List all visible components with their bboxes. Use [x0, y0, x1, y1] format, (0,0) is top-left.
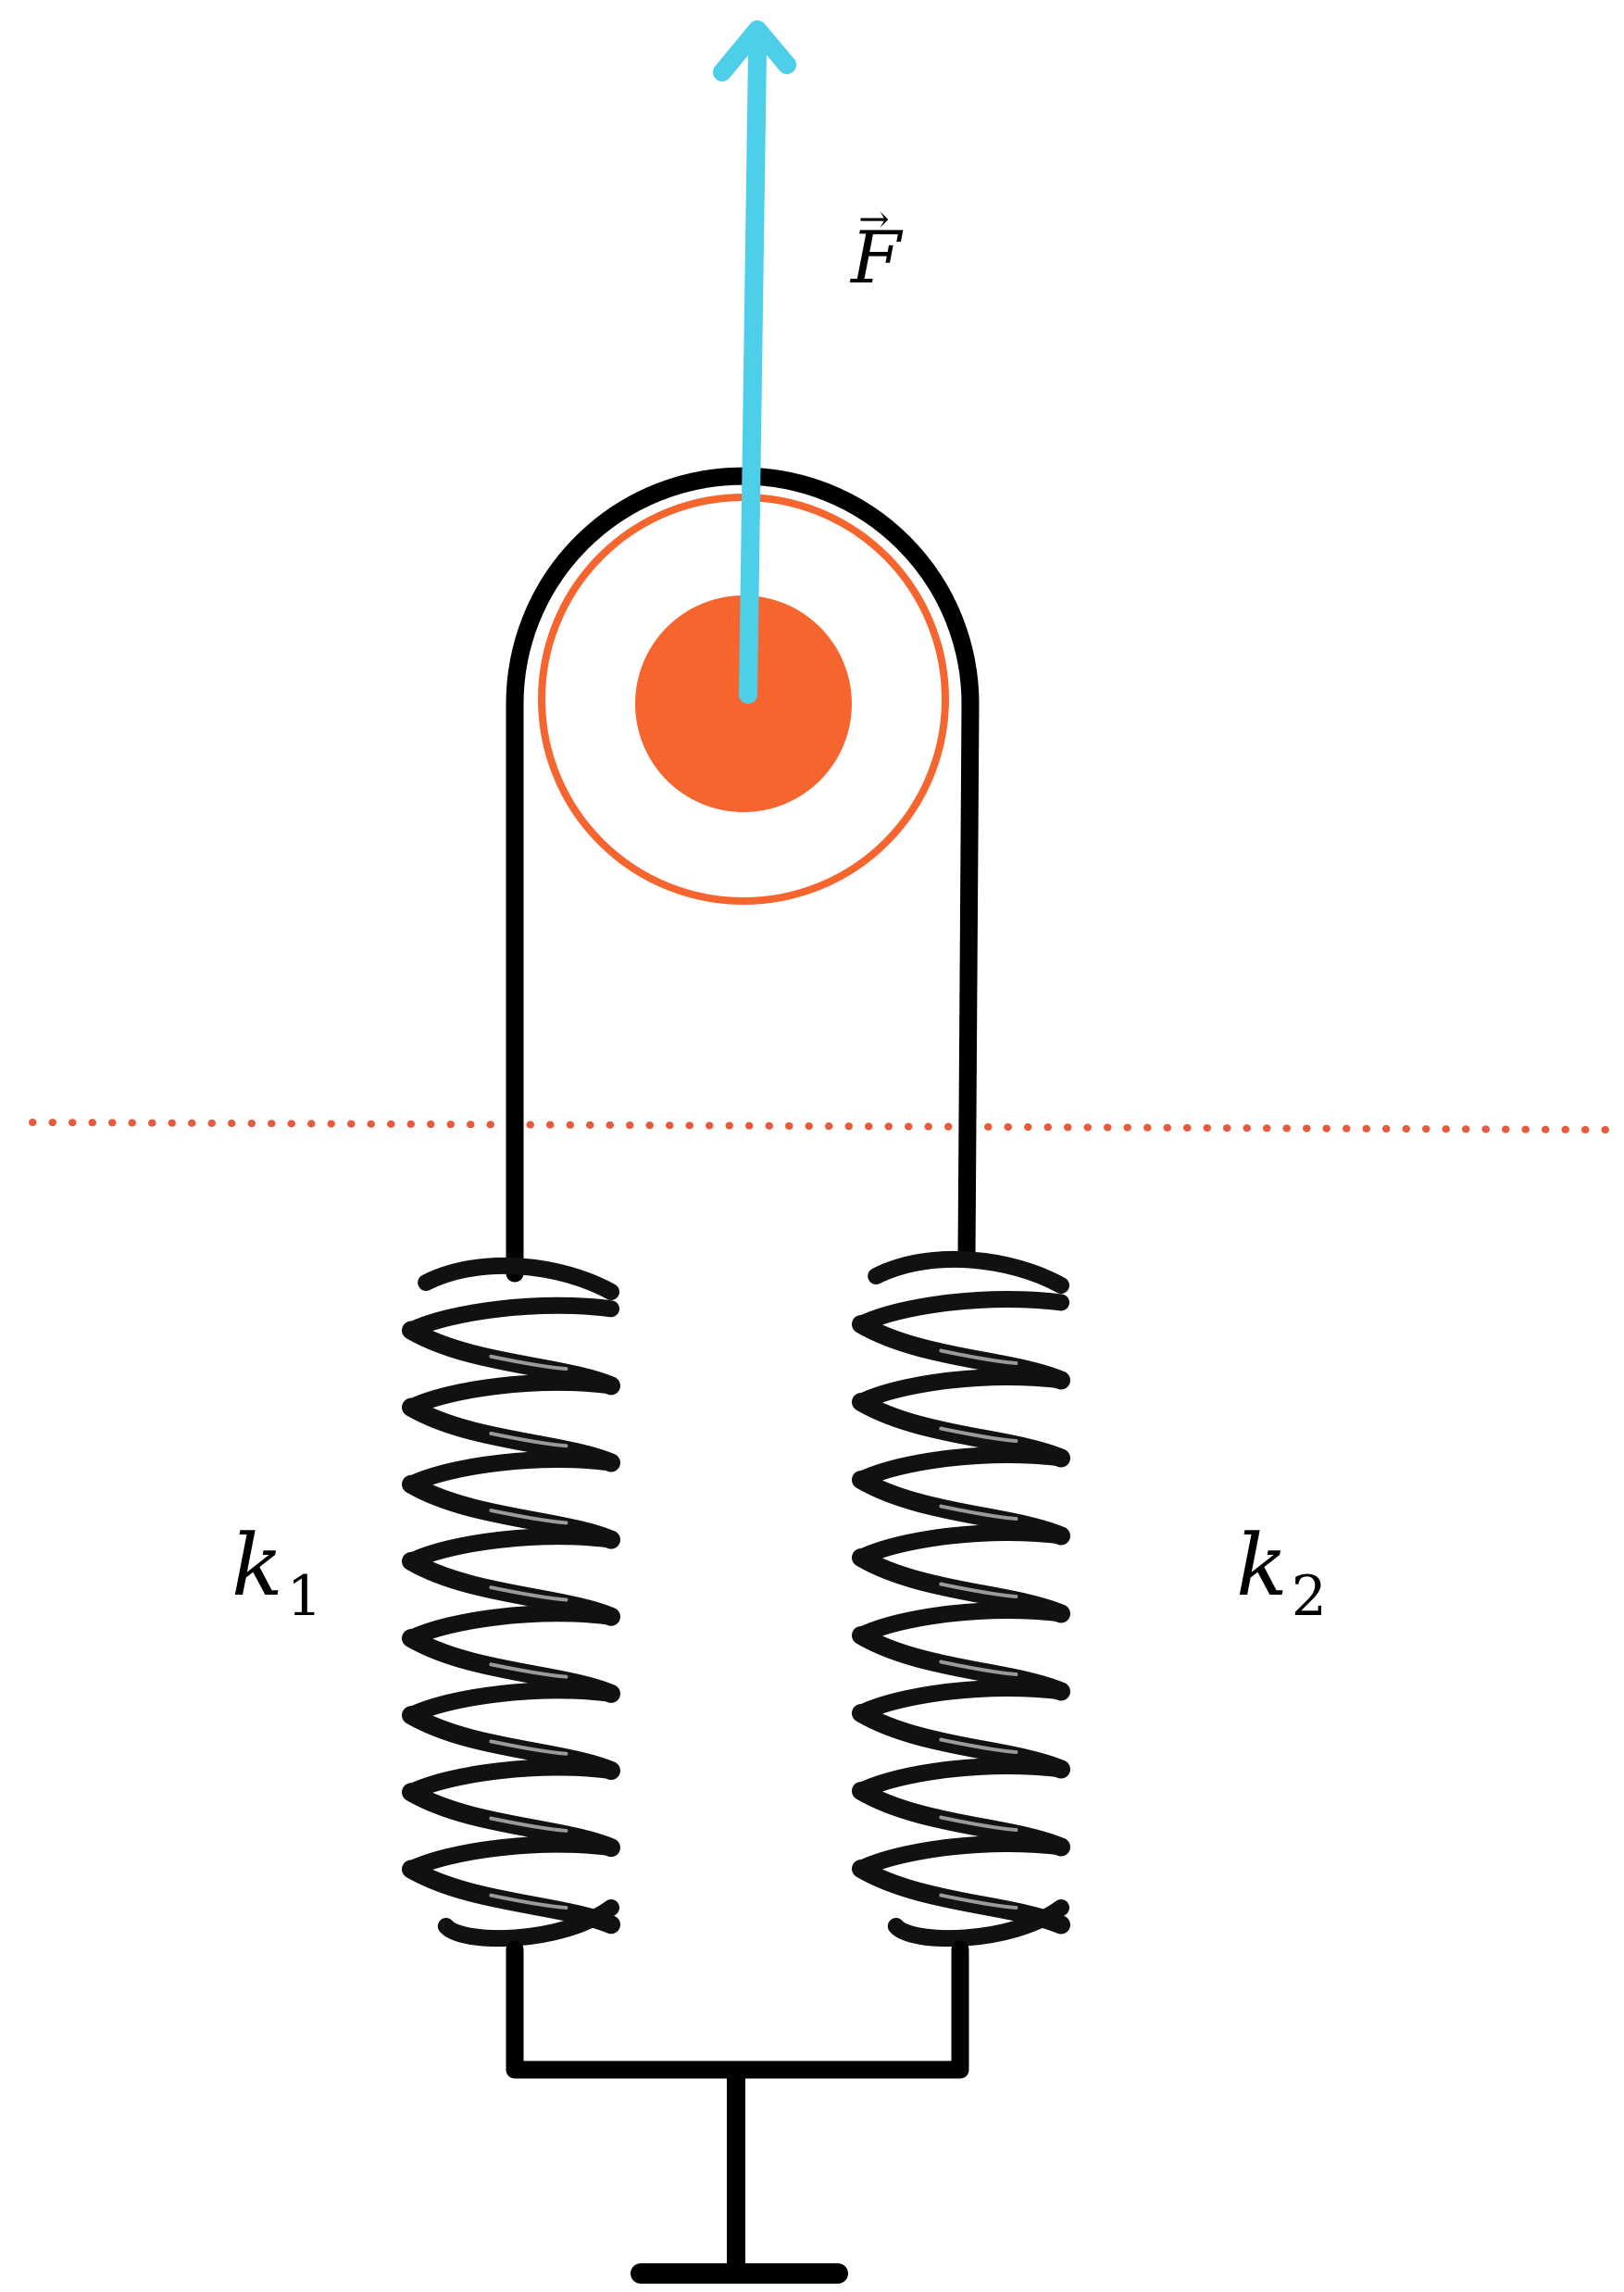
force-label: F	[849, 217, 904, 300]
spring-coil-highlight	[489, 1509, 568, 1525]
spring-coil-back	[853, 1523, 1069, 1566]
spring-coil-highlight	[939, 1504, 1018, 1521]
spring-coil-back	[853, 1679, 1069, 1722]
spring-coil-highlight	[939, 1582, 1018, 1598]
spring-coil-back	[403, 1528, 619, 1570]
spring-coil-highlight	[939, 1893, 1018, 1910]
force-arrow-accent: →	[858, 198, 890, 241]
ground-symbol	[631, 2067, 848, 2284]
spring-right	[852, 1250, 1070, 1948]
spring-coil-highlight	[489, 1739, 568, 1756]
spring-coil-highlight	[489, 1431, 568, 1448]
spring-coil-back	[403, 1682, 619, 1724]
pulley-hub	[635, 595, 852, 812]
spring-end-bottom	[887, 1899, 1069, 1948]
spring-coil-highlight	[489, 1893, 568, 1910]
spring-coil-back	[403, 1605, 619, 1647]
spring-coil-highlight	[939, 1737, 1018, 1754]
spring-right-symbol: k	[1236, 1516, 1288, 1615]
spring-coil-back	[403, 1296, 619, 1339]
spring-coil-back	[853, 1601, 1069, 1644]
spring-left-symbol: k	[231, 1516, 283, 1615]
spring-right-subscript: 2	[1292, 1564, 1327, 1629]
spring-coil-back	[853, 1290, 1069, 1333]
reference-line	[29, 1119, 1610, 1133]
spring-coil-back	[853, 1446, 1069, 1488]
spring-coil-back	[853, 1757, 1069, 1799]
spring-end-top	[418, 1257, 619, 1300]
base-connector	[506, 1940, 969, 2079]
spring-coil-highlight	[489, 1354, 568, 1371]
spring-left	[402, 1257, 620, 1948]
spring-end-bottom	[437, 1899, 619, 1948]
spring-coil-highlight	[939, 1426, 1018, 1443]
spring-coil-back	[403, 1451, 619, 1493]
spring-coil-highlight	[939, 1348, 1018, 1365]
spring-coil-back	[403, 1759, 619, 1801]
spring-coil-highlight	[939, 1815, 1018, 1832]
spring-coil-back	[403, 1835, 619, 1878]
spring-coil-highlight	[489, 1662, 568, 1679]
spring-right-label: k2	[1236, 1516, 1327, 1629]
spring-coil-highlight	[939, 1660, 1018, 1676]
spring-coil-highlight	[489, 1585, 568, 1602]
spring-coil-back	[853, 1835, 1069, 1877]
spring-coil-highlight	[489, 1816, 568, 1833]
spring-coil-back	[853, 1368, 1069, 1410]
force-arrow	[713, 20, 796, 704]
spring-left-subscript: 1	[287, 1564, 322, 1629]
spring-coil-back	[403, 1373, 619, 1416]
spring-left-label: k1	[231, 1516, 322, 1629]
spring-end-top	[868, 1250, 1069, 1294]
